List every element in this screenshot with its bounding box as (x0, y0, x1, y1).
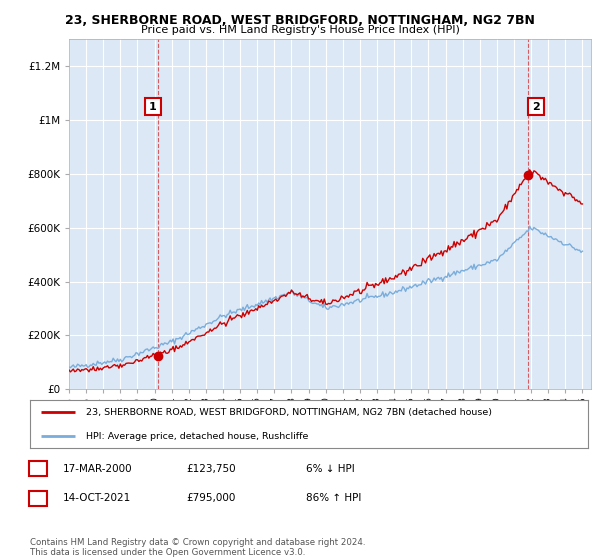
Text: 23, SHERBORNE ROAD, WEST BRIDGFORD, NOTTINGHAM, NG2 7BN (detached house): 23, SHERBORNE ROAD, WEST BRIDGFORD, NOTT… (86, 408, 492, 417)
Text: 17-MAR-2000: 17-MAR-2000 (63, 464, 133, 474)
Text: Contains HM Land Registry data © Crown copyright and database right 2024.
This d: Contains HM Land Registry data © Crown c… (30, 538, 365, 557)
Text: 2: 2 (35, 493, 42, 503)
Text: 86% ↑ HPI: 86% ↑ HPI (306, 493, 361, 503)
Text: £123,750: £123,750 (186, 464, 236, 474)
Text: £795,000: £795,000 (186, 493, 235, 503)
Text: 6% ↓ HPI: 6% ↓ HPI (306, 464, 355, 474)
Text: 1: 1 (35, 464, 42, 474)
Text: HPI: Average price, detached house, Rushcliffe: HPI: Average price, detached house, Rush… (86, 432, 308, 441)
Text: 1: 1 (149, 101, 157, 111)
Text: Price paid vs. HM Land Registry's House Price Index (HPI): Price paid vs. HM Land Registry's House … (140, 25, 460, 35)
Text: 14-OCT-2021: 14-OCT-2021 (63, 493, 131, 503)
Text: 23, SHERBORNE ROAD, WEST BRIDGFORD, NOTTINGHAM, NG2 7BN: 23, SHERBORNE ROAD, WEST BRIDGFORD, NOTT… (65, 14, 535, 27)
Text: 2: 2 (532, 101, 540, 111)
